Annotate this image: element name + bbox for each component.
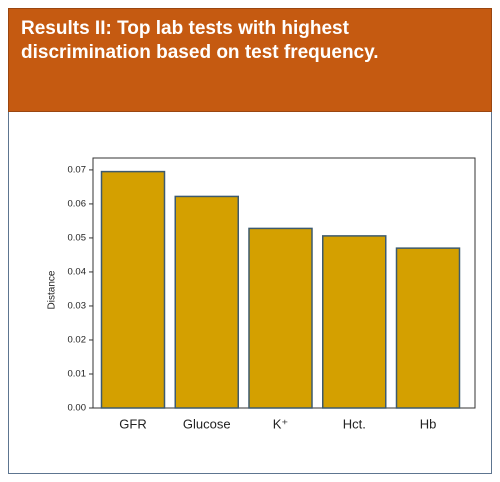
x-tick-label: K⁺ — [273, 416, 289, 431]
bar — [395, 247, 461, 409]
bar — [322, 235, 387, 409]
y-tick-label: 0.01 — [68, 369, 87, 380]
y-tick-label: 0.07 — [68, 164, 87, 175]
x-tick-label: GFR — [119, 416, 146, 431]
y-tick-label: 0.04 — [68, 266, 87, 277]
y-tick-label: 0.00 — [68, 403, 87, 414]
header: Results II: Top lab tests with highest d… — [8, 8, 492, 112]
bar — [174, 195, 239, 409]
bar — [100, 170, 166, 409]
x-tick-label: Glucose — [183, 416, 231, 431]
x-tick-label: Hct. — [343, 416, 366, 431]
y-tick-label: 0.02 — [68, 334, 87, 345]
y-axis-label: Distance — [47, 270, 58, 309]
slide-title: Results II: Top lab tests with highest d… — [21, 18, 379, 63]
y-tick-label: 0.05 — [68, 232, 87, 243]
y-tick-label: 0.06 — [68, 198, 87, 209]
content-frame — [8, 112, 492, 474]
y-tick-label: 0.03 — [68, 300, 87, 311]
x-tick-label: Hb — [420, 416, 437, 431]
bar — [248, 227, 313, 409]
